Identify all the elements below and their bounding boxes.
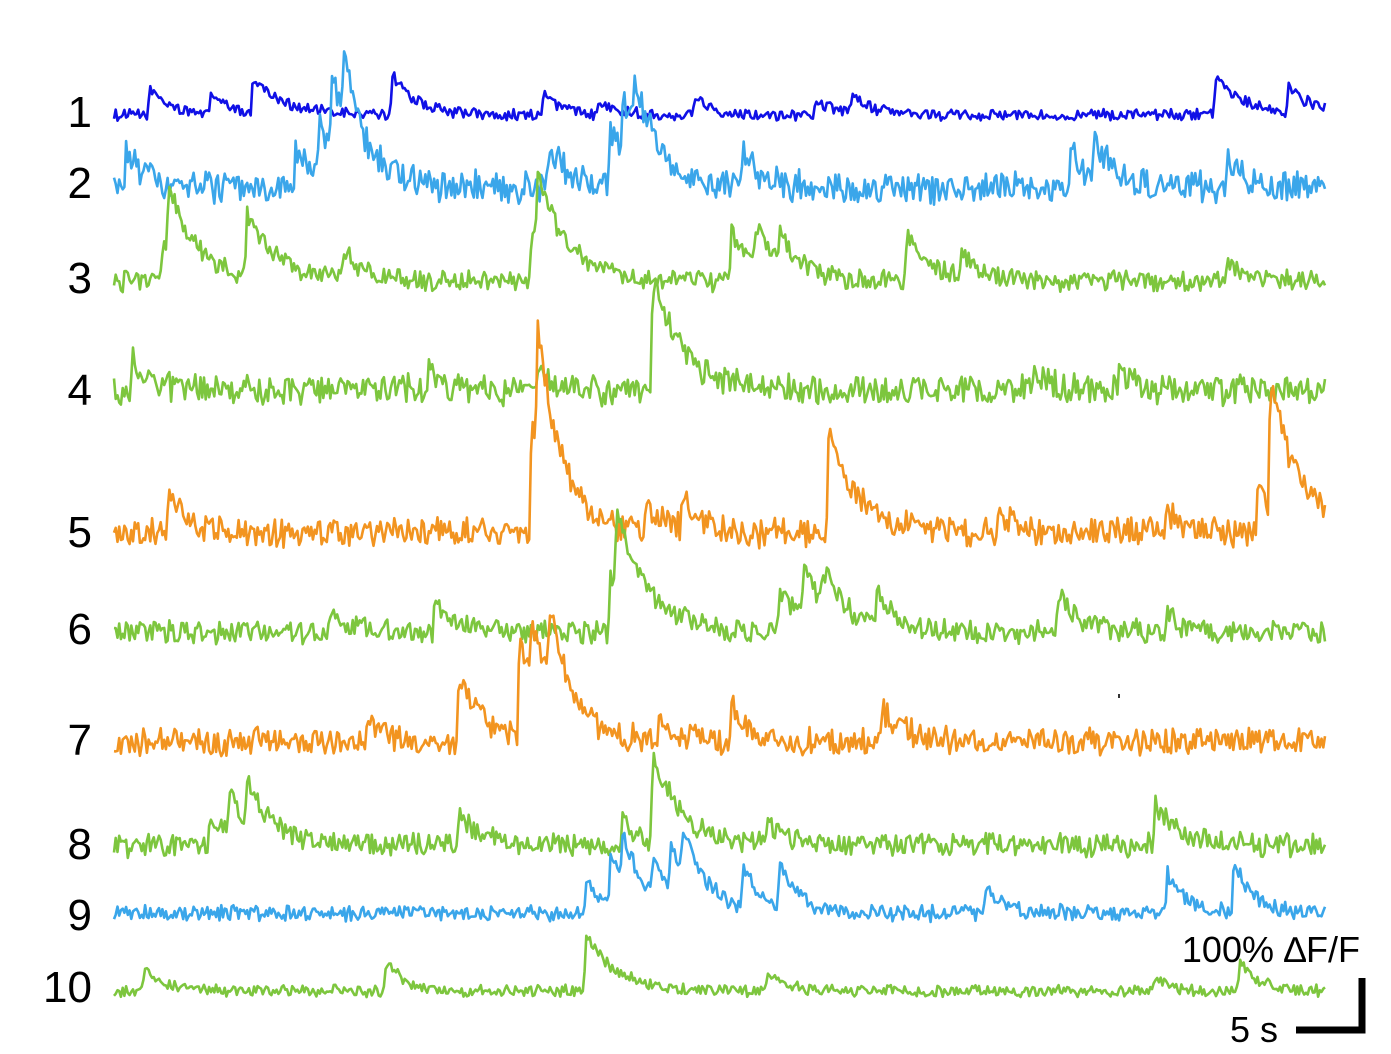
trace-6 [113, 508, 1327, 646]
scale-bar-y-label: 100% ∆F/F [1182, 929, 1360, 970]
trace-1 [112, 71, 1327, 122]
trace-label-8: 8 [68, 820, 92, 869]
trace-labels-group: 1 2 3 4 5 6 7 8 9 10 [43, 88, 92, 1012]
trace-label-5: 5 [68, 508, 92, 557]
trace-label-6: 6 [68, 605, 92, 654]
trace-5 [112, 319, 1327, 550]
trace-label-4: 4 [68, 366, 92, 415]
trace-3 [112, 170, 1327, 294]
trace-9 [112, 831, 1327, 924]
scale-bar: 100% ∆F/F 5 s [1182, 929, 1366, 1050]
trace-label-7: 7 [68, 716, 92, 765]
scale-bar-lines [1296, 978, 1366, 1034]
trace-8 [112, 751, 1327, 860]
scale-bar-x-label: 5 s [1230, 1009, 1278, 1050]
trace-label-2: 2 [68, 159, 92, 208]
traces-group [112, 50, 1327, 999]
trace-label-3: 3 [68, 254, 92, 303]
trace-label-9: 9 [68, 891, 92, 940]
trace-7 [113, 614, 1327, 758]
trace-label-10: 10 [43, 963, 92, 1012]
trace-label-1: 1 [68, 88, 92, 137]
trace-2 [112, 50, 1327, 206]
trace-10 [113, 934, 1326, 999]
trace-4 [112, 280, 1327, 408]
